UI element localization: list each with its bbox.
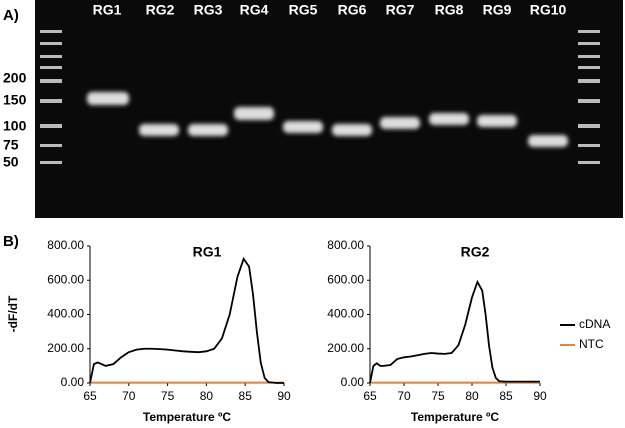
x-tick-label: 80 <box>200 389 214 403</box>
legend: cDNA NTC <box>560 317 610 351</box>
x-axis-title: Temperature ºC <box>411 410 500 424</box>
x-tick-label: 90 <box>277 389 291 403</box>
y-tick-label: 600.00 <box>47 272 84 286</box>
gel-bands <box>87 92 568 147</box>
y-tick-label: 0.00 <box>341 375 365 389</box>
x-tick-label: 70 <box>397 389 411 403</box>
ladder-label: 50 <box>3 154 19 170</box>
legend-label: cDNA <box>579 317 610 331</box>
y-axis-title: -dF/dT <box>6 295 20 332</box>
y-tick-label: 200.00 <box>327 341 364 355</box>
ladder-label: 200 <box>3 70 27 86</box>
lane-label: RG4 <box>240 2 269 18</box>
lane-label: RG8 <box>435 2 464 18</box>
x-tick-label: 70 <box>122 389 136 403</box>
x-axis-title: Temperature ºC <box>143 410 232 424</box>
y-tick-label: 0.00 <box>61 375 85 389</box>
lane-label: RG7 <box>386 2 415 18</box>
chart-title: RG2 <box>461 244 490 260</box>
x-tick-label: 75 <box>161 389 175 403</box>
ladder-label: 150 <box>3 92 27 108</box>
x-tick-label: 90 <box>533 389 547 403</box>
lane-label: RG5 <box>289 2 318 18</box>
panel-label: B) <box>3 233 19 250</box>
line-series <box>369 279 540 384</box>
lane-label: RG6 <box>338 2 367 18</box>
legend-label: NTC <box>579 337 604 351</box>
panel-label: A) <box>3 7 19 24</box>
lane-label: RG10 <box>530 2 567 18</box>
y-tick-label: 400.00 <box>327 307 364 321</box>
x-tick-label: 85 <box>499 389 513 403</box>
x-tick-label: 65 <box>83 389 97 403</box>
y-tick-label: 400.00 <box>47 307 84 321</box>
x-tick-label: 85 <box>239 389 253 403</box>
y-tick-label: 800.00 <box>47 238 84 252</box>
lane-label: RG9 <box>483 2 512 18</box>
lane-label: RG1 <box>93 2 122 18</box>
ladder-label: 100 <box>3 118 27 134</box>
ladder-label: 75 <box>3 137 19 153</box>
ladder <box>40 30 600 164</box>
line-series <box>89 256 284 384</box>
x-tick-label: 65 <box>363 389 377 403</box>
gel-image <box>35 0 623 218</box>
y-tick-label: 800.00 <box>327 238 364 252</box>
x-tick-label: 80 <box>465 389 479 403</box>
x-tick-label: 75 <box>431 389 445 403</box>
chart-title: RG1 <box>193 244 222 260</box>
y-tick-label: 600.00 <box>327 272 364 286</box>
lane-label: RG2 <box>146 2 175 18</box>
y-tick-label: 200.00 <box>47 341 84 355</box>
lane-label: RG3 <box>194 2 223 18</box>
